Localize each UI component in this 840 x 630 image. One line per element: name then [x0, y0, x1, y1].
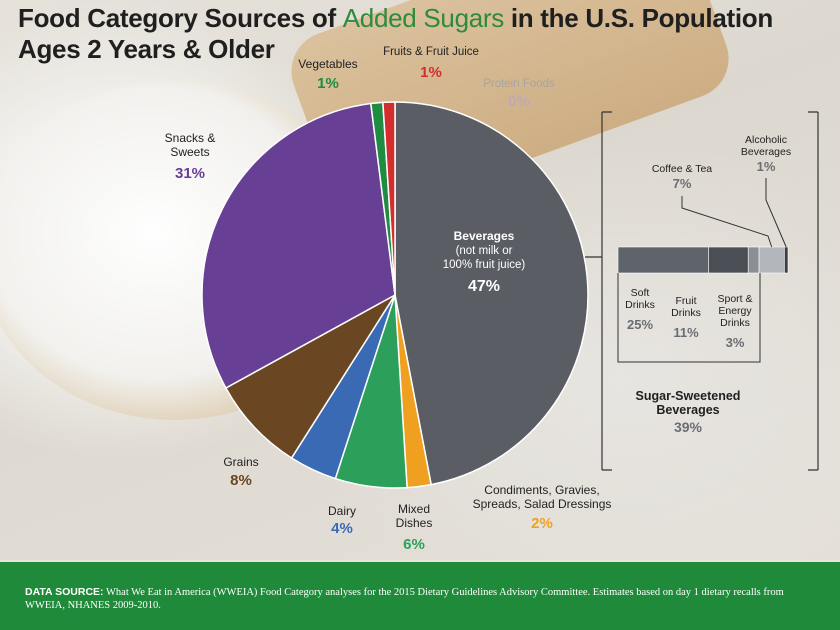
grains-percent: 8% — [230, 472, 252, 489]
condiments-label: Condiments, Gravies,Spreads, Salad Dress… — [473, 483, 612, 511]
mixed-dishes-label-line: Dishes — [396, 516, 433, 530]
beverages-percent: 47% — [468, 278, 500, 295]
sugar-sweetened-title-line: Beverages — [656, 403, 719, 417]
fruits-label-line: Fruits & Fruit Juice — [383, 46, 479, 58]
coffee-tea-label: Coffee & Tea — [652, 163, 712, 175]
alcoholic-percent: 1% — [757, 159, 776, 174]
dairy-percent: 4% — [331, 520, 353, 537]
alcoholic-label-line: Beverages — [741, 146, 791, 158]
coffee-tea-leader — [681, 196, 773, 248]
sugar-sweetened-percent: 39% — [674, 419, 703, 435]
coffee-tea-percent: 7% — [673, 176, 692, 191]
pie-slice-fruits — [382, 101, 396, 296]
condiments-label-line: Spreads, Salad Dressings — [473, 497, 612, 511]
snacks-label-line: Snacks & — [165, 131, 216, 145]
alcoholic-label-line: Alcoholic — [745, 134, 787, 146]
breakdown-bracket-right — [808, 111, 819, 471]
pie-slice-snacks — [201, 102, 396, 389]
beverages-sublabel: (not milk or 100% fruit juice) — [443, 245, 526, 271]
beverage-segment-label-2-line: Energy — [718, 305, 752, 317]
beverage-segment-label-1-line: Fruit — [676, 295, 697, 307]
condiments-label-line: Condiments, Gravies, — [484, 483, 599, 497]
beverages-sublabel-line: (not milk or — [456, 245, 513, 257]
pie-slice-grains — [224, 294, 396, 459]
alcoholic-leader — [765, 178, 787, 248]
title-line2: Ages 2 Years & Older — [18, 34, 275, 64]
protein-percent: 0% — [508, 93, 530, 110]
footer-band: DATA SOURCE: What We Eat in America (WWE… — [0, 562, 840, 630]
beverage-segment-percent-0: 25% — [627, 317, 653, 332]
pie-slice-beverages — [394, 101, 589, 486]
title-accent: Added Sugars — [342, 3, 504, 33]
fruits-label: Fruits & Fruit Juice — [383, 46, 479, 58]
vegetables-label-line: Vegetables — [298, 57, 357, 71]
beverage-bar-segment-0 — [617, 246, 709, 274]
dairy-label-line: Dairy — [328, 504, 356, 518]
beverages-sublabel-line: 100% fruit juice) — [443, 259, 526, 271]
grains-label: Grains — [223, 455, 258, 469]
dairy-label: Dairy — [328, 504, 356, 518]
snacks-label: Snacks &Sweets — [165, 131, 216, 159]
beverage-segment-percent-1: 11% — [673, 325, 699, 340]
protein-label: Protein Foods — [483, 78, 555, 90]
protein-label-line: Protein Foods — [483, 78, 555, 90]
beverage-bar-segment-3 — [758, 246, 785, 274]
beverages-label: Beverages — [454, 229, 515, 243]
added-sugars-chart: Beverages (not milk or 100% fruit juice) 47… — [165, 46, 819, 553]
fruits-percent: 1% — [420, 64, 442, 81]
title-part1: Food Category Sources of — [18, 3, 343, 33]
beverage-segment-label-2-line: Drinks — [720, 317, 750, 329]
data-source-label: DATA SOURCE: — [25, 586, 104, 598]
snacks-label-line: Sweets — [170, 145, 209, 159]
beverage-bar-segment-1 — [708, 246, 749, 274]
vegetables-percent: 1% — [317, 75, 339, 92]
beverage-segment-label-1-line: Drinks — [671, 307, 701, 319]
data-source-note: DATA SOURCE: What We Eat in America (WWE… — [25, 586, 815, 612]
vegetables-label: Vegetables — [298, 57, 357, 71]
beverage-segment-label-0-line: Drinks — [625, 299, 655, 311]
beverage-segment-label-0-line: Soft — [631, 287, 650, 299]
data-source-text: What We Eat in America (WWEIA) Food Cate… — [25, 587, 784, 611]
breakdown-bracket-left — [601, 111, 612, 471]
coffee-tea-label-line: Coffee & Tea — [652, 163, 712, 175]
condiments-percent: 2% — [531, 515, 553, 532]
beverage-segment-label-2-line: Sport & — [717, 293, 752, 305]
beverage-bar-segment-4 — [784, 246, 789, 274]
beverage-bar-bracket — [617, 273, 761, 363]
mixed-dishes-label-line: Mixed — [398, 502, 430, 516]
beverage-bar-segment-2 — [747, 246, 760, 274]
beverages-label-line: Beverages — [454, 229, 515, 243]
snacks-percent: 31% — [175, 165, 205, 182]
sugar-sweetened-title-line: Sugar-Sweetened — [636, 389, 741, 403]
chart-title: Food Category Sources of Added Sugars in… — [18, 3, 773, 65]
mixed-dishes-percent: 6% — [403, 536, 425, 553]
title-part2: in the U.S. Population — [503, 3, 773, 33]
beverage-segment-percent-2: 3% — [726, 335, 745, 350]
grains-label-line: Grains — [223, 455, 258, 469]
